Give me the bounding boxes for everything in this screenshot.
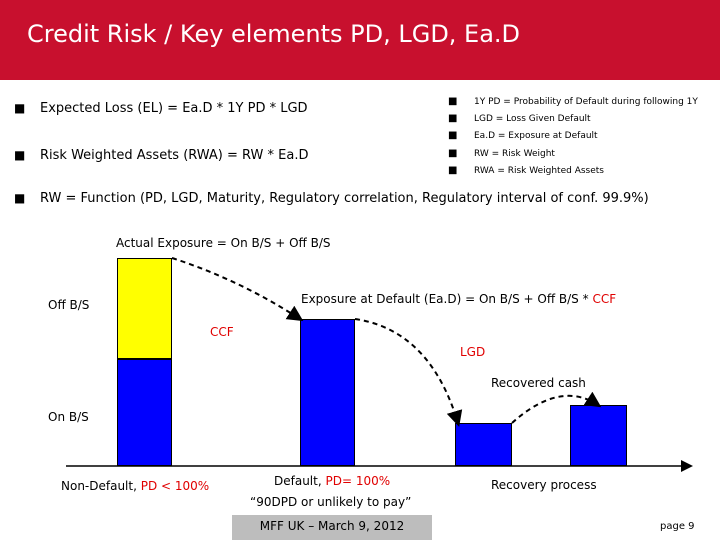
on-bs-bar — [117, 359, 172, 466]
non-default-text: Non-Default, — [61, 479, 141, 493]
bullet-text: Expected Loss (EL) = Ea.D * 1Y PD * LGD — [40, 101, 308, 116]
bullet-expected-loss: ■ Expected Loss (EL) = Ea.D * 1Y PD * LG… — [14, 101, 308, 116]
definition-pd: ■ 1Y PD = Probability of Default during … — [448, 96, 698, 107]
ead-bar — [300, 319, 355, 466]
on-bs-label: On B/S — [48, 410, 89, 424]
bullet-square-icon: ■ — [14, 101, 26, 115]
definition-rwa: ■ RWA = Risk Weighted Assets — [448, 165, 604, 176]
recovered-cash-bar-1 — [455, 423, 512, 466]
bullet-square-icon: ■ — [448, 113, 458, 124]
ccf-label: CCF — [210, 325, 234, 339]
ead-label: Exposure at Default (Ea.D) = On B/S + Of… — [301, 292, 616, 306]
lgd-label: LGD — [460, 345, 486, 359]
recovery-arrow — [511, 391, 602, 424]
bullet-rw-function: ■ RW = Function (PD, LGD, Maturity, Regu… — [14, 191, 649, 206]
bullet-square-icon: ■ — [448, 96, 458, 107]
off-bs-label: Off B/S — [48, 298, 90, 312]
recovered-cash-label: Recovered cash — [491, 376, 586, 390]
bullet-text: Risk Weighted Assets (RWA) = RW * Ea.D — [40, 148, 309, 163]
bullet-square-icon: ■ — [448, 165, 458, 176]
footer-text: MFF UK – March 9, 2012 — [259, 519, 405, 533]
bullet-square-icon: ■ — [14, 191, 26, 205]
footer-box — [232, 515, 432, 540]
non-default-pd-text: PD < 100% — [140, 479, 210, 493]
title-bar: Credit Risk / Key elements PD, LGD, Ea.D — [0, 0, 720, 80]
bullet-square-icon: ■ — [448, 148, 458, 159]
slide-title: Credit Risk / Key elements PD, LGD, Ea.D — [27, 20, 521, 48]
definition-text: LGD = Loss Given Default — [474, 114, 591, 124]
definition-lgd: ■ LGD = Loss Given Default — [448, 113, 591, 124]
recovery-process-label: Recovery process — [491, 478, 597, 492]
ead-ccf-text: CCF — [592, 292, 617, 306]
definition-text: RWA = Risk Weighted Assets — [474, 166, 604, 176]
recovered-cash-bar-2 — [570, 405, 627, 466]
off-bs-bar — [117, 258, 172, 359]
definition-text: 1Y PD = Probability of Default during fo… — [474, 97, 698, 107]
default-pd-text: PD= 100% — [325, 474, 391, 488]
bullet-square-icon: ■ — [14, 148, 26, 162]
lgd-arrow — [354, 318, 463, 427]
definition-text: Ea.D = Exposure at Default — [474, 131, 598, 141]
bullet-square-icon: ■ — [448, 130, 458, 141]
actual-exposure-label: Actual Exposure = On B/S + Off B/S — [116, 236, 331, 250]
definition-text: RW = Risk Weight — [474, 149, 555, 159]
non-default-label: Non-Default, PD < 100% — [61, 479, 209, 493]
bullet-text: RW = Function (PD, LGD, Maturity, Regula… — [40, 191, 649, 206]
definition-rw: ■ RW = Risk Weight — [448, 148, 555, 159]
bullet-rwa: ■ Risk Weighted Assets (RWA) = RW * Ea.D — [14, 148, 309, 163]
definition-ead: ■ Ea.D = Exposure at Default — [448, 130, 598, 141]
default-label: Default, PD= 100% — [274, 474, 390, 488]
ead-label-text: Exposure at Default (Ea.D) = On B/S + Of… — [301, 292, 593, 306]
default-condition-label: “90DPD or unlikely to pay” — [250, 495, 412, 509]
default-text: Default, — [274, 474, 326, 488]
page-number: page 9 — [660, 521, 695, 532]
ead-arrow — [171, 257, 304, 322]
